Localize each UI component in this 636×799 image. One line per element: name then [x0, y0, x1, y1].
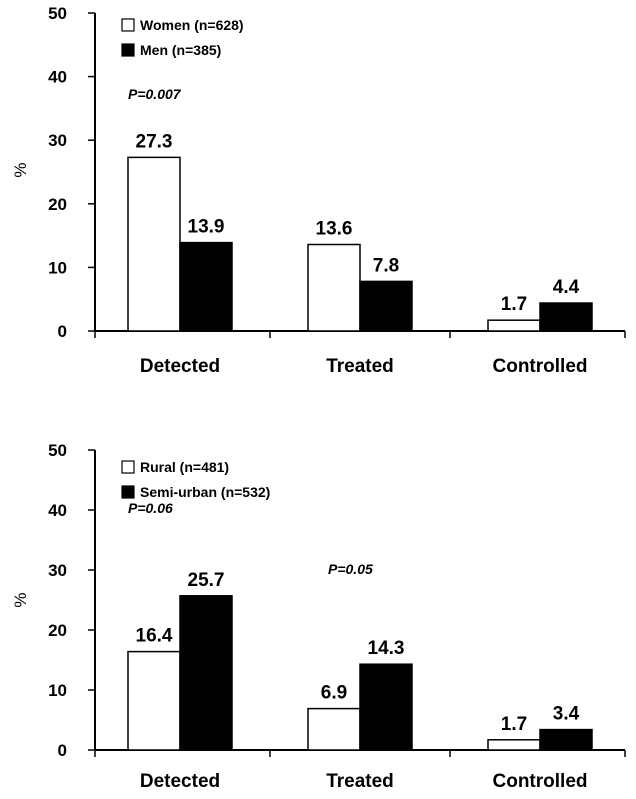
- bar-white-controlled: [487, 319, 541, 332]
- y-axis-label: %: [11, 162, 30, 177]
- chart-gender: 0 10 20 30 40 50% 27.3 13.9 Detected 13.6 7.8 Treat…: [0, 0, 636, 397]
- legend-label: Rural (n=481): [140, 459, 229, 475]
- category-label-treated: Treated: [326, 771, 394, 792]
- category-label-controlled: Controlled: [493, 771, 588, 792]
- y-tick-label: 0: [58, 322, 67, 341]
- y-tick-label: 20: [48, 621, 67, 640]
- bar-value-label: 4.4: [553, 277, 580, 298]
- bar-black-controlled: [539, 728, 593, 751]
- bar-value-label: 13.9: [188, 217, 225, 238]
- bar-white-treated: [307, 707, 361, 751]
- bar-black-treated: [359, 280, 413, 332]
- bar-black-detected: [179, 595, 233, 751]
- legend-swatch: [121, 485, 135, 499]
- y-tick-label: 20: [48, 195, 67, 214]
- bar-value-label: 14.3: [368, 638, 405, 659]
- chart-gender-svg: 0 10 20 30 40 50% 27.3 13.9 Detected 13.6 7.8 Treat…: [11, 4, 626, 377]
- category-label-detected: Detected: [140, 771, 220, 792]
- category-label-controlled: Controlled: [493, 356, 588, 377]
- bar-value-label: 1.7: [501, 714, 527, 735]
- bar-white-detected: [127, 650, 181, 751]
- bar-black-controlled: [539, 302, 593, 332]
- bar-value-label: 6.9: [321, 683, 347, 704]
- bar-white-controlled: [487, 739, 541, 751]
- p-value-annotation: P=0.05: [328, 561, 373, 577]
- y-tick-label: 40: [48, 501, 67, 520]
- legend-label: Men (n=385): [140, 42, 221, 58]
- category-label-treated: Treated: [326, 356, 394, 377]
- bar-white-treated: [307, 243, 361, 332]
- y-tick-label: 10: [48, 681, 67, 700]
- y-tick-label: 40: [48, 68, 67, 87]
- legend-swatch: [121, 43, 135, 57]
- bar-black-detected: [179, 241, 233, 332]
- y-axis-label: %: [11, 592, 30, 607]
- y-tick-label: 30: [48, 561, 67, 580]
- bar-value-label: 7.8: [373, 255, 399, 276]
- legend-swatch: [121, 460, 135, 474]
- y-tick-label: 50: [48, 441, 67, 460]
- y-tick-label: 0: [58, 741, 67, 760]
- chart-residence: 0 10 20 30 40 50% 16.4 25.7 Detected 6.9 14.3 Treat…: [0, 420, 636, 794]
- bar-value-label: 13.6: [316, 219, 353, 240]
- bar-value-label: 27.3: [136, 131, 173, 152]
- bar-value-label: 3.4: [553, 704, 580, 725]
- bar-white-detected: [127, 156, 181, 332]
- legend-label: Women (n=628): [140, 17, 244, 33]
- p-value-annotation: P=0.06: [128, 500, 173, 516]
- bar-value-label: 25.7: [188, 570, 225, 591]
- y-tick-label: 10: [48, 258, 67, 277]
- bar-value-label: 16.4: [136, 626, 173, 647]
- bar-value-label: 1.7: [501, 294, 527, 315]
- p-value-annotation: P=0.007: [128, 86, 182, 102]
- legend-swatch: [121, 18, 135, 32]
- y-tick-label: 30: [48, 131, 67, 150]
- bar-black-treated: [359, 663, 413, 751]
- chart-residence-svg: 0 10 20 30 40 50% 16.4 25.7 Detected 6.9 14.3 Treat…: [11, 441, 626, 792]
- legend-label: Semi-urban (n=532): [140, 484, 270, 500]
- y-tick-label: 50: [48, 4, 67, 23]
- category-label-detected: Detected: [140, 356, 220, 377]
